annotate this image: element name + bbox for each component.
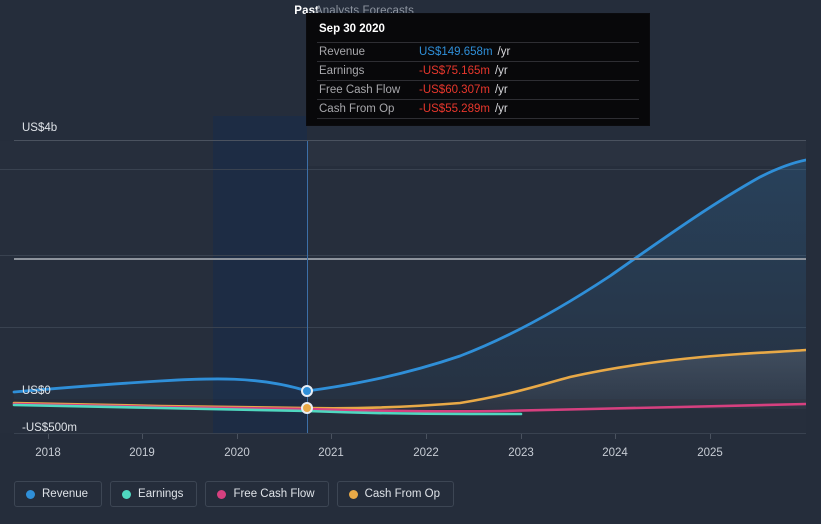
- tooltip-row-unit: /yr: [497, 46, 511, 58]
- tooltip-row-label: Free Cash Flow: [319, 84, 401, 96]
- x-axis-tickmark: [710, 434, 711, 439]
- gridline: [0, 169, 806, 170]
- tooltip-row-label: Cash From Op: [319, 103, 395, 115]
- legend-color-dot-icon: [26, 489, 35, 499]
- tooltip-rows: Revenue US$149.658m/yr Earnings -US$75.165m…: [317, 42, 639, 119]
- legend-item-cash-from-op[interactable]: Cash From Op: [336, 481, 455, 507]
- legend: Revenue Earnings Free Cash Flow Cash From O…: [14, 481, 455, 507]
- y-axis-label-top: US$4b: [22, 122, 58, 134]
- y-axis-label-negative: -US$500m: [22, 422, 77, 434]
- tooltip-row-value: US$149.658m: [419, 46, 493, 58]
- series-lines: [12, 158, 806, 416]
- x-axis-tickmark: [331, 434, 332, 439]
- x-axis-tickmark: [142, 434, 143, 439]
- tooltip-row: Free Cash Flow -US$60.307m/yr: [317, 80, 639, 99]
- forecast-band-fill: [307, 141, 806, 166]
- x-axis-tickmark: [426, 434, 427, 439]
- tooltip-row-value: -US$55.289m: [419, 103, 490, 115]
- tooltip-row: Earnings -US$75.165m/yr: [317, 61, 639, 80]
- tooltip-row-value: -US$75.165m: [419, 65, 490, 77]
- tooltip-row-value: -US$60.307m: [419, 84, 490, 96]
- x-axis-tickmark: [48, 434, 49, 439]
- x-axis-tick-label: 2020: [224, 447, 250, 459]
- cashfromop-area: [307, 350, 806, 409]
- x-axis-tick-label: 2019: [129, 447, 155, 459]
- tooltip: Sep 30 2020 Revenue US$149.658m/yr Earning…: [307, 14, 649, 125]
- x-axis-tick-label: 2025: [697, 447, 723, 459]
- legend-item-free-cash-flow[interactable]: Free Cash Flow: [205, 481, 329, 507]
- legend-item-label: Revenue: [42, 488, 89, 500]
- legend-color-dot-icon: [122, 489, 132, 499]
- legend-item-label: Earnings: [138, 488, 184, 500]
- x-axis-tick-label: 2023: [508, 447, 534, 459]
- x-axis-tick-label: 2021: [318, 447, 344, 459]
- tooltip-row-unit: /yr: [494, 65, 508, 77]
- revenue-area: [14, 160, 806, 399]
- x-axis-tickmark: [237, 434, 238, 439]
- y-axis-label-zero: US$0: [22, 385, 51, 397]
- axis-bottom-rule: [14, 433, 806, 434]
- zero-baseline: [14, 258, 806, 260]
- tooltip-row-label: Revenue: [319, 46, 366, 58]
- hover-marker-line: [307, 141, 308, 433]
- series-line-earnings: [12, 403, 523, 416]
- past-forecast-band: [0, 141, 806, 166]
- gridline: [0, 255, 806, 256]
- x-axis-tick-label: 2024: [602, 447, 628, 459]
- x-axis-tickmark: [615, 434, 616, 439]
- legend-color-dot-icon: [348, 489, 358, 499]
- legend-item-revenue[interactable]: Revenue: [14, 481, 103, 507]
- tooltip-row-label: Earnings: [319, 65, 365, 77]
- tooltip-row-unit: /yr: [494, 103, 508, 115]
- x-axis: 2018 2019 2020 2021 2022 2023 2024 2025: [0, 434, 806, 463]
- x-axis-tick-label: 2018: [35, 447, 61, 459]
- tooltip-title: Sep 30 2020: [319, 23, 385, 35]
- past-band-highlight: [213, 141, 307, 166]
- datapoint-marker-revenue[interactable]: [301, 385, 313, 397]
- gridline: [0, 327, 806, 328]
- legend-color-dot-icon: [217, 489, 227, 499]
- legend-item-earnings[interactable]: Earnings: [110, 481, 198, 507]
- tooltip-row: Revenue US$149.658m/yr: [317, 42, 639, 61]
- x-axis-tick-label: 2022: [413, 447, 439, 459]
- legend-item-label: Free Cash Flow: [233, 488, 315, 500]
- series-line-revenue: [12, 158, 806, 394]
- x-axis-tickmark: [521, 434, 522, 439]
- legend-item-label: Cash From Op: [364, 488, 441, 500]
- axis-top-rule: [14, 140, 806, 141]
- tooltip-row: Cash From Op -US$55.289m/yr: [317, 99, 639, 119]
- tooltip-row-unit: /yr: [494, 84, 508, 96]
- datapoint-marker-cash-from-op[interactable]: [301, 402, 313, 414]
